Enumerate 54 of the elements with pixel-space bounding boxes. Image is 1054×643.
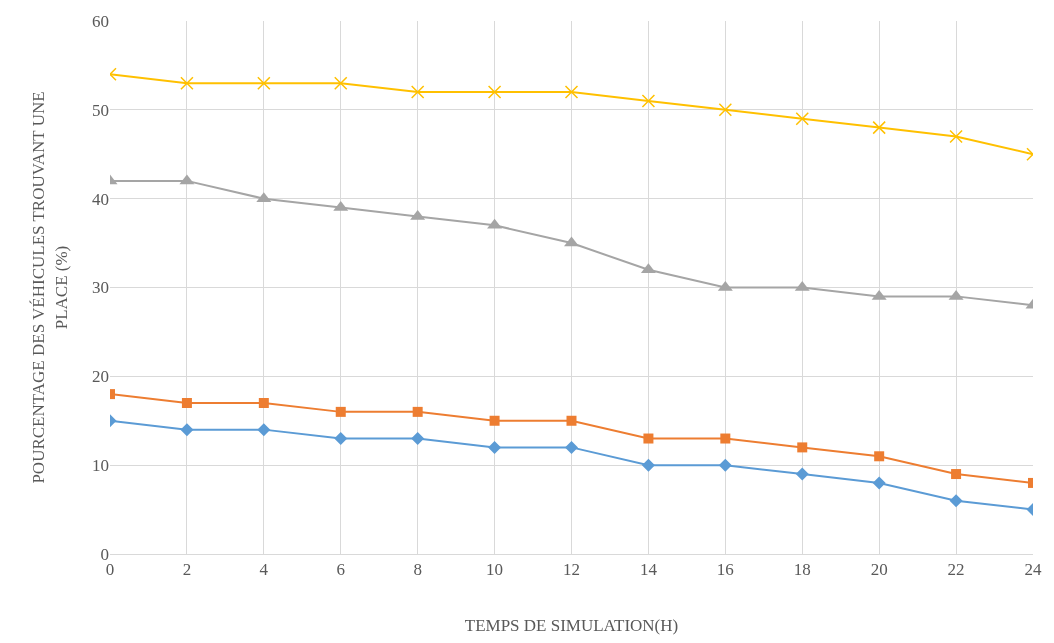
point [489, 415, 500, 426]
x-tick-label: 24 [1024, 560, 1042, 580]
x-tick-label: 18 [793, 560, 811, 580]
x-tick-label: 22 [947, 560, 965, 580]
point [566, 415, 577, 426]
point [180, 76, 194, 90]
point [643, 433, 654, 444]
point [951, 469, 962, 480]
x-tick-label: 12 [563, 560, 580, 580]
y-tick-label: 40 [92, 189, 109, 209]
point [795, 467, 809, 481]
point [718, 458, 732, 472]
y-tick-label: 20 [92, 367, 109, 387]
y-tick-label: 0 [100, 544, 109, 564]
point [412, 406, 423, 417]
x-tick-label: 10 [486, 560, 504, 580]
x-tick-label: 6 [336, 560, 345, 580]
x-tick-label: 14 [639, 560, 658, 580]
point [180, 423, 194, 437]
point [872, 476, 886, 490]
point [641, 458, 655, 472]
point [334, 432, 348, 446]
point [488, 440, 502, 454]
x-tick-label: 16 [716, 560, 734, 580]
point [641, 94, 656, 108]
point [257, 76, 271, 90]
point [487, 85, 502, 99]
point [874, 451, 885, 462]
x-tick-label: 8 [413, 560, 422, 580]
point [411, 432, 425, 446]
point [797, 442, 808, 453]
point [872, 120, 886, 135]
y-tick-label: 10 [92, 456, 109, 476]
point [720, 433, 731, 444]
x-axis-title: TEMPS DE SIMULATION(H) [464, 615, 679, 635]
x-tick-label: 4 [259, 560, 269, 580]
point [181, 397, 192, 408]
point [258, 397, 269, 408]
y-tick-label: 30 [92, 278, 109, 298]
point [949, 129, 963, 144]
point [795, 111, 809, 126]
y-tick-label: 50 [92, 100, 109, 120]
point [949, 494, 963, 508]
x-tick-label: 20 [870, 560, 888, 580]
point [335, 406, 346, 417]
y-tick-label: 60 [92, 11, 109, 31]
point [334, 76, 348, 90]
point [718, 103, 733, 117]
point [564, 85, 579, 99]
y-axis-title: POURCENTAGE DES VÉHICULES TROUVANT UNE PLACE (%) [29, 91, 71, 484]
point [257, 423, 271, 437]
x-tick-label: 2 [182, 560, 192, 580]
point [410, 85, 425, 99]
point [565, 440, 578, 454]
